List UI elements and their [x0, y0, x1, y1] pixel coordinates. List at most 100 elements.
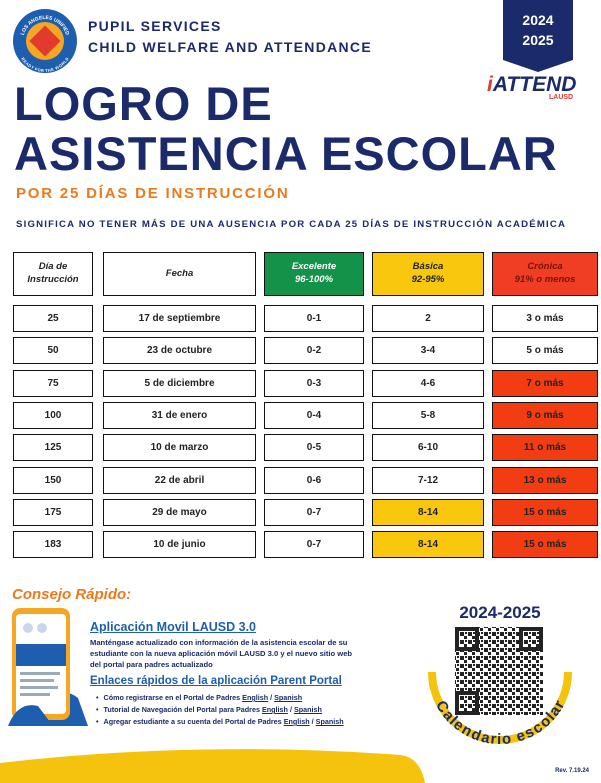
cell-text: 0-3	[306, 377, 322, 389]
cell-text: 4-6	[420, 377, 436, 389]
year: 2024	[522, 12, 554, 28]
link-item: Cómo registrarse en el Portal de Padres …	[96, 693, 344, 702]
table-cell: 10 de junio	[103, 531, 256, 559]
cell-text: 150	[44, 474, 62, 486]
org-line: CHILD WELFARE AND ATTENDANCE	[88, 39, 372, 55]
table-cell: 31 de enero	[103, 401, 256, 429]
header-cell: Crónica 91% o menos	[492, 252, 598, 296]
cell-text: 0-2	[306, 345, 322, 357]
year: 2025	[522, 32, 554, 48]
link-english[interactable]: English	[261, 705, 288, 714]
link-english[interactable]: English	[283, 717, 310, 726]
cell-text: 8-14	[417, 506, 438, 518]
table-cell: 100	[13, 401, 93, 429]
table-cell: 3 o más	[492, 305, 598, 332]
table-cell: 29 de mayo	[103, 498, 256, 526]
table-cell: 7 o más	[492, 369, 598, 397]
cell-text: 15 o más	[523, 539, 567, 551]
table-cell: 0-6	[264, 466, 364, 494]
table-cell: 15 o más	[492, 531, 598, 559]
cell-text: 0-4	[306, 409, 322, 421]
link-english[interactable]: English	[242, 693, 269, 702]
cell-text: 0-6	[306, 474, 322, 486]
table-cell: 23 de octubre	[103, 337, 256, 365]
link-spanish[interactable]: Spanish	[315, 717, 344, 726]
link-list: Cómo registrarse en el Portal de Padres …	[96, 693, 344, 729]
cell-text: 3-4	[420, 345, 436, 357]
cell-text: 0-7	[306, 506, 322, 518]
link-text: Tutorial de Navegación del Portal para P…	[103, 705, 260, 714]
table-cell: 0-4	[264, 401, 364, 429]
cell-text: 15 o más	[523, 506, 567, 518]
table-cell: 25	[13, 305, 93, 332]
cell-text: 3 o más	[526, 313, 564, 324]
cell-text: 29 de mayo	[152, 506, 207, 518]
table-cell: 8-14	[372, 498, 484, 526]
table-cell: 8-14	[372, 531, 484, 559]
cell-text: 75	[47, 377, 59, 389]
brand-i: i	[487, 73, 493, 96]
link-text: Agregar estudiante a su cuenta del Porta…	[103, 717, 282, 726]
footer-wave	[0, 749, 425, 783]
header-cell: Fecha	[103, 252, 256, 296]
subtitle: POR 25 DÍAS DE INSTRUCCIÓN	[16, 185, 290, 202]
cell-text: 7-12	[417, 474, 438, 486]
seal: LOS ANGELES UNIFIED READY FOR THE WORLD	[13, 9, 77, 73]
table-cell: 0-7	[264, 531, 364, 559]
header-sub: 92-95%	[411, 274, 445, 285]
calendar-years: 2024-2025	[459, 603, 540, 622]
calendar-badge: 2024-2025 Calendario escolar	[428, 603, 572, 748]
title: LOGRO DE	[14, 77, 273, 130]
table-cell: 183	[13, 531, 93, 559]
title: ASISTENCIA ESCOLAR	[14, 127, 558, 180]
header-sub: 91% o menos	[514, 274, 576, 285]
table-cell: 17 de septiembre	[103, 305, 256, 332]
org-line: PUPIL SERVICES	[88, 18, 222, 34]
table-cell: 125	[13, 434, 93, 462]
header-title: Fecha	[165, 267, 194, 279]
brand: iATTEND	[487, 74, 576, 95]
link-spanish[interactable]: Spanish	[274, 693, 303, 702]
cell-text: 100	[44, 409, 62, 421]
table-cell: 3-4	[372, 337, 484, 365]
cell-text: 175	[44, 506, 62, 518]
header-title: Excelente	[291, 261, 337, 273]
table-cell: 75	[13, 369, 93, 397]
header-cell: Básica 92-95%	[372, 252, 484, 296]
header-sub: Instrucción	[27, 274, 79, 285]
cell-text: 125	[44, 442, 62, 454]
cell-text: 23 de octubre	[146, 345, 213, 357]
table-cell: 50	[13, 337, 93, 365]
app-title: Aplicación Movil LAUSD 3.0	[90, 620, 257, 634]
cell-text: 31 de enero	[151, 409, 208, 421]
header-title: Crónica	[527, 261, 563, 273]
link-separator: /	[289, 705, 292, 714]
link-separator: /	[270, 693, 273, 702]
revision: Rev. 7.19.24	[555, 768, 589, 774]
cell-text: 25	[47, 313, 59, 324]
table-cell: 4-6	[372, 369, 484, 397]
table-cell: 175	[13, 498, 93, 526]
app-text: Manténgase actualizado con información d…	[90, 638, 353, 669]
link-separator: /	[311, 717, 314, 726]
header-title: Básica	[412, 261, 444, 273]
cell-text: 183	[44, 539, 62, 551]
cell-text: 0-5	[306, 442, 322, 454]
link-spanish[interactable]: Spanish	[293, 705, 322, 714]
header-cell: Excelente 96-100%	[264, 252, 364, 296]
header-cell: Día de Instrucción	[13, 252, 93, 296]
table-cell: 5 o más	[492, 337, 598, 365]
table-cell: 13 o más	[492, 466, 598, 494]
cell-text: 5 o más	[526, 345, 564, 357]
brand-name: ATTEND	[492, 73, 577, 96]
table-cell: 2	[372, 305, 484, 332]
table-cell: 0-7	[264, 498, 364, 526]
link-item: Agregar estudiante a su cuenta del Porta…	[96, 717, 344, 726]
links-title: Enlaces rápidos de la aplicación Parent …	[90, 675, 342, 687]
table-cell: 9 o más	[492, 401, 598, 429]
cell-text: 6-10	[417, 442, 438, 454]
year-banner	[503, 0, 573, 72]
table-cell: 0-5	[264, 434, 364, 462]
table-cell: 22 de abril	[103, 466, 256, 494]
